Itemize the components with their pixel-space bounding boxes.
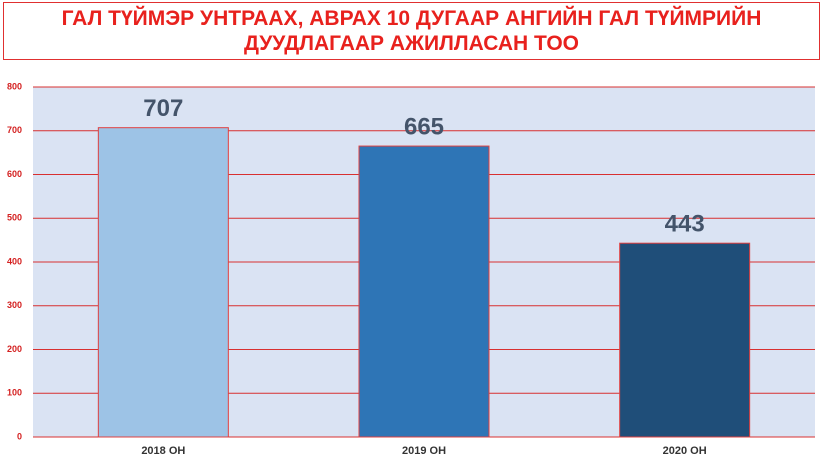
x-tick-label: 2019 ОН [402, 445, 446, 457]
bar [619, 242, 751, 438]
y-tick-label: 500 [7, 213, 22, 223]
y-tick-label: 600 [7, 169, 22, 179]
x-tick-label: 2020 ОН [663, 445, 707, 457]
bar [97, 127, 229, 438]
data-label: 665 [404, 113, 444, 140]
y-tick-label: 700 [7, 125, 22, 135]
y-tick-label: 100 [7, 388, 22, 398]
bar [358, 145, 490, 438]
x-tick-label: 2018 ОН [141, 445, 185, 457]
y-tick-label: 400 [7, 256, 22, 266]
y-tick-label: 0 [17, 431, 22, 441]
y-tick-label: 200 [7, 344, 22, 354]
data-label: 443 [665, 211, 705, 238]
data-label: 707 [143, 95, 183, 122]
chart-title: ГАЛ ТҮЙМЭР УНТРААХ, АВРАХ 10 ДУГААР АНГИ… [3, 2, 820, 60]
y-tick-label: 800 [7, 81, 22, 91]
y-tick-label: 300 [7, 300, 22, 310]
